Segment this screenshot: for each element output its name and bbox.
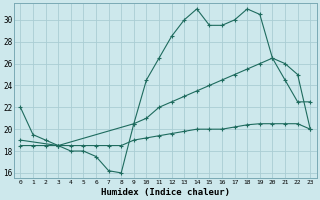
X-axis label: Humidex (Indice chaleur): Humidex (Indice chaleur) [101, 188, 230, 197]
